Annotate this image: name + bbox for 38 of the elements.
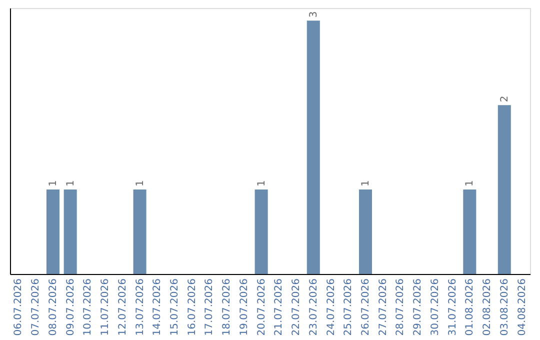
data-label: 1: [256, 180, 268, 187]
data-label: 1: [134, 180, 146, 187]
x-tick-label: 30.07.2026: [430, 278, 441, 336]
data-label: 1: [360, 180, 372, 187]
x-tick-label: 16.07.2026: [186, 278, 198, 336]
x-tick-label: 03.08.2026: [499, 278, 510, 336]
x-tick-label: 21.07.2026: [274, 278, 285, 336]
x-tick-label: 04.08.2026: [516, 278, 528, 336]
x-tick-label: 14.07.2026: [152, 278, 164, 336]
x-tick-label: 24.07.2026: [326, 278, 337, 336]
x-tick-label: 28.07.2026: [395, 278, 406, 336]
data-label: 2: [499, 96, 510, 102]
x-tick-label: 06.07.2026: [13, 278, 24, 336]
x-tick-label: 18.07.2026: [222, 278, 233, 336]
x-tick-label: 17.07.2026: [204, 278, 216, 336]
data-label: 1: [464, 180, 476, 187]
x-tick-label: 26.07.2026: [360, 278, 372, 336]
x-tick-label: 20.07.2026: [256, 278, 268, 336]
x-tick-label: 01.08.2026: [464, 278, 476, 336]
x-tick-label: 31.07.2026: [447, 278, 458, 336]
x-tick-label: 25.07.2026: [343, 278, 354, 336]
x-tick-label: 11.07.2026: [100, 278, 112, 336]
x-tick-label: 19.07.2026: [238, 278, 250, 336]
x-tick-label: 15.07.2026: [170, 278, 181, 336]
x-tick-label: 08.07.2026: [48, 278, 59, 336]
x-tick-label: 10.07.2026: [82, 278, 94, 336]
x-tick-label: 23.07.2026: [308, 278, 320, 336]
x-tick-label: 22.07.2026: [291, 278, 302, 336]
data-label: 3: [308, 11, 320, 18]
data-label: 1: [48, 180, 59, 187]
x-tick-label: 13.07.2026: [134, 278, 146, 336]
x-tick-label: 07.07.2026: [30, 278, 42, 336]
x-tick-label: 12.07.2026: [117, 278, 128, 336]
x-tick-label: 29.07.2026: [412, 278, 424, 336]
data-label: 1: [65, 180, 76, 187]
x-tick-label: 27.07.2026: [378, 278, 389, 336]
x-tick-label: 02.08.2026: [482, 278, 494, 336]
x-tick-label: 09.07.2026: [65, 278, 76, 336]
